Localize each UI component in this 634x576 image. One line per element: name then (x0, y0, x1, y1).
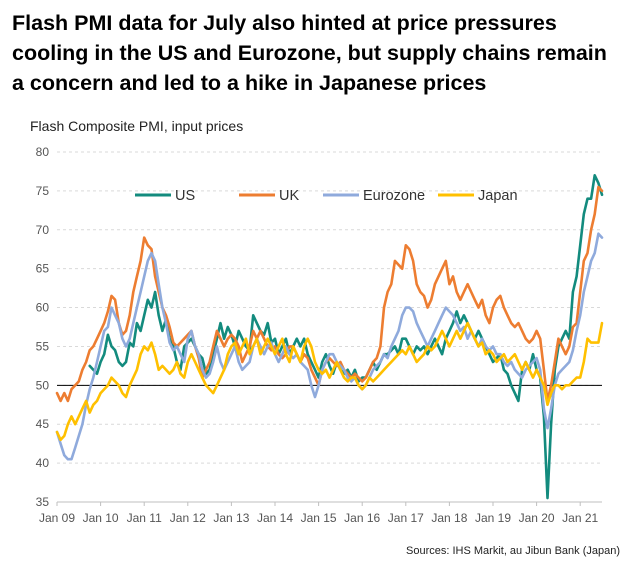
gridlines (57, 151, 602, 464)
series-line-uk (55, 185, 604, 403)
x-tick-label: Jan 15 (301, 511, 337, 525)
axes: 35 40 45 50 55 60 65 70 75 80 Jan 09 Jan 10 Jan 11 Ja… (36, 145, 602, 525)
chart-headline: Flash PMI data for July also hinted at p… (12, 11, 607, 95)
x-tick-label: Jan 13 (213, 511, 249, 525)
y-tick-label: 40 (36, 456, 50, 470)
x-tick-label: Jan 14 (257, 511, 293, 525)
x-tick-label: Jan 16 (344, 511, 380, 525)
legend-label-uk: UK (279, 188, 299, 204)
y-tick-label: 65 (36, 262, 50, 276)
x-tick-label: Jan 12 (170, 511, 206, 525)
y-tick-label: 60 (36, 301, 50, 315)
series-line-eurozone (55, 232, 604, 461)
series-lines (55, 174, 604, 500)
x-tick-label: Jan 19 (475, 511, 511, 525)
legend-label-japan: Japan (478, 188, 518, 204)
series-line-japan (55, 321, 604, 442)
x-tick-label: Jan 17 (388, 511, 424, 525)
y-tick-label: 70 (36, 223, 50, 237)
legend-label-eurozone: Eurozone (363, 188, 425, 204)
y-tick-label: 50 (36, 378, 50, 392)
y-tick-label: 55 (36, 339, 50, 353)
y-tick-label: 45 (36, 417, 50, 431)
chart-title: Flash Composite PMI, input prices (30, 118, 244, 134)
x-tick-label: Jan 10 (83, 511, 119, 525)
x-tick-label: Jan 18 (431, 511, 467, 525)
x-tick-label: Jan 09 (39, 511, 75, 525)
x-tick-label: Jan 21 (562, 511, 598, 525)
x-tick-label: Jan 20 (519, 511, 555, 525)
legend: US UK Eurozone Japan (135, 188, 518, 204)
y-tick-label: 75 (36, 184, 50, 198)
y-tick-label: 35 (36, 495, 50, 509)
x-tick-label: Jan 11 (127, 511, 162, 525)
source-note: Sources: IHS Markit, au Jibun Bank (Japa… (406, 545, 620, 557)
legend-label-us: US (175, 188, 195, 204)
y-tick-label: 80 (36, 145, 50, 159)
